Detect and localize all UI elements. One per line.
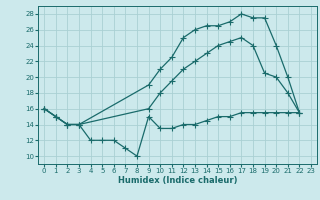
- X-axis label: Humidex (Indice chaleur): Humidex (Indice chaleur): [118, 176, 237, 185]
